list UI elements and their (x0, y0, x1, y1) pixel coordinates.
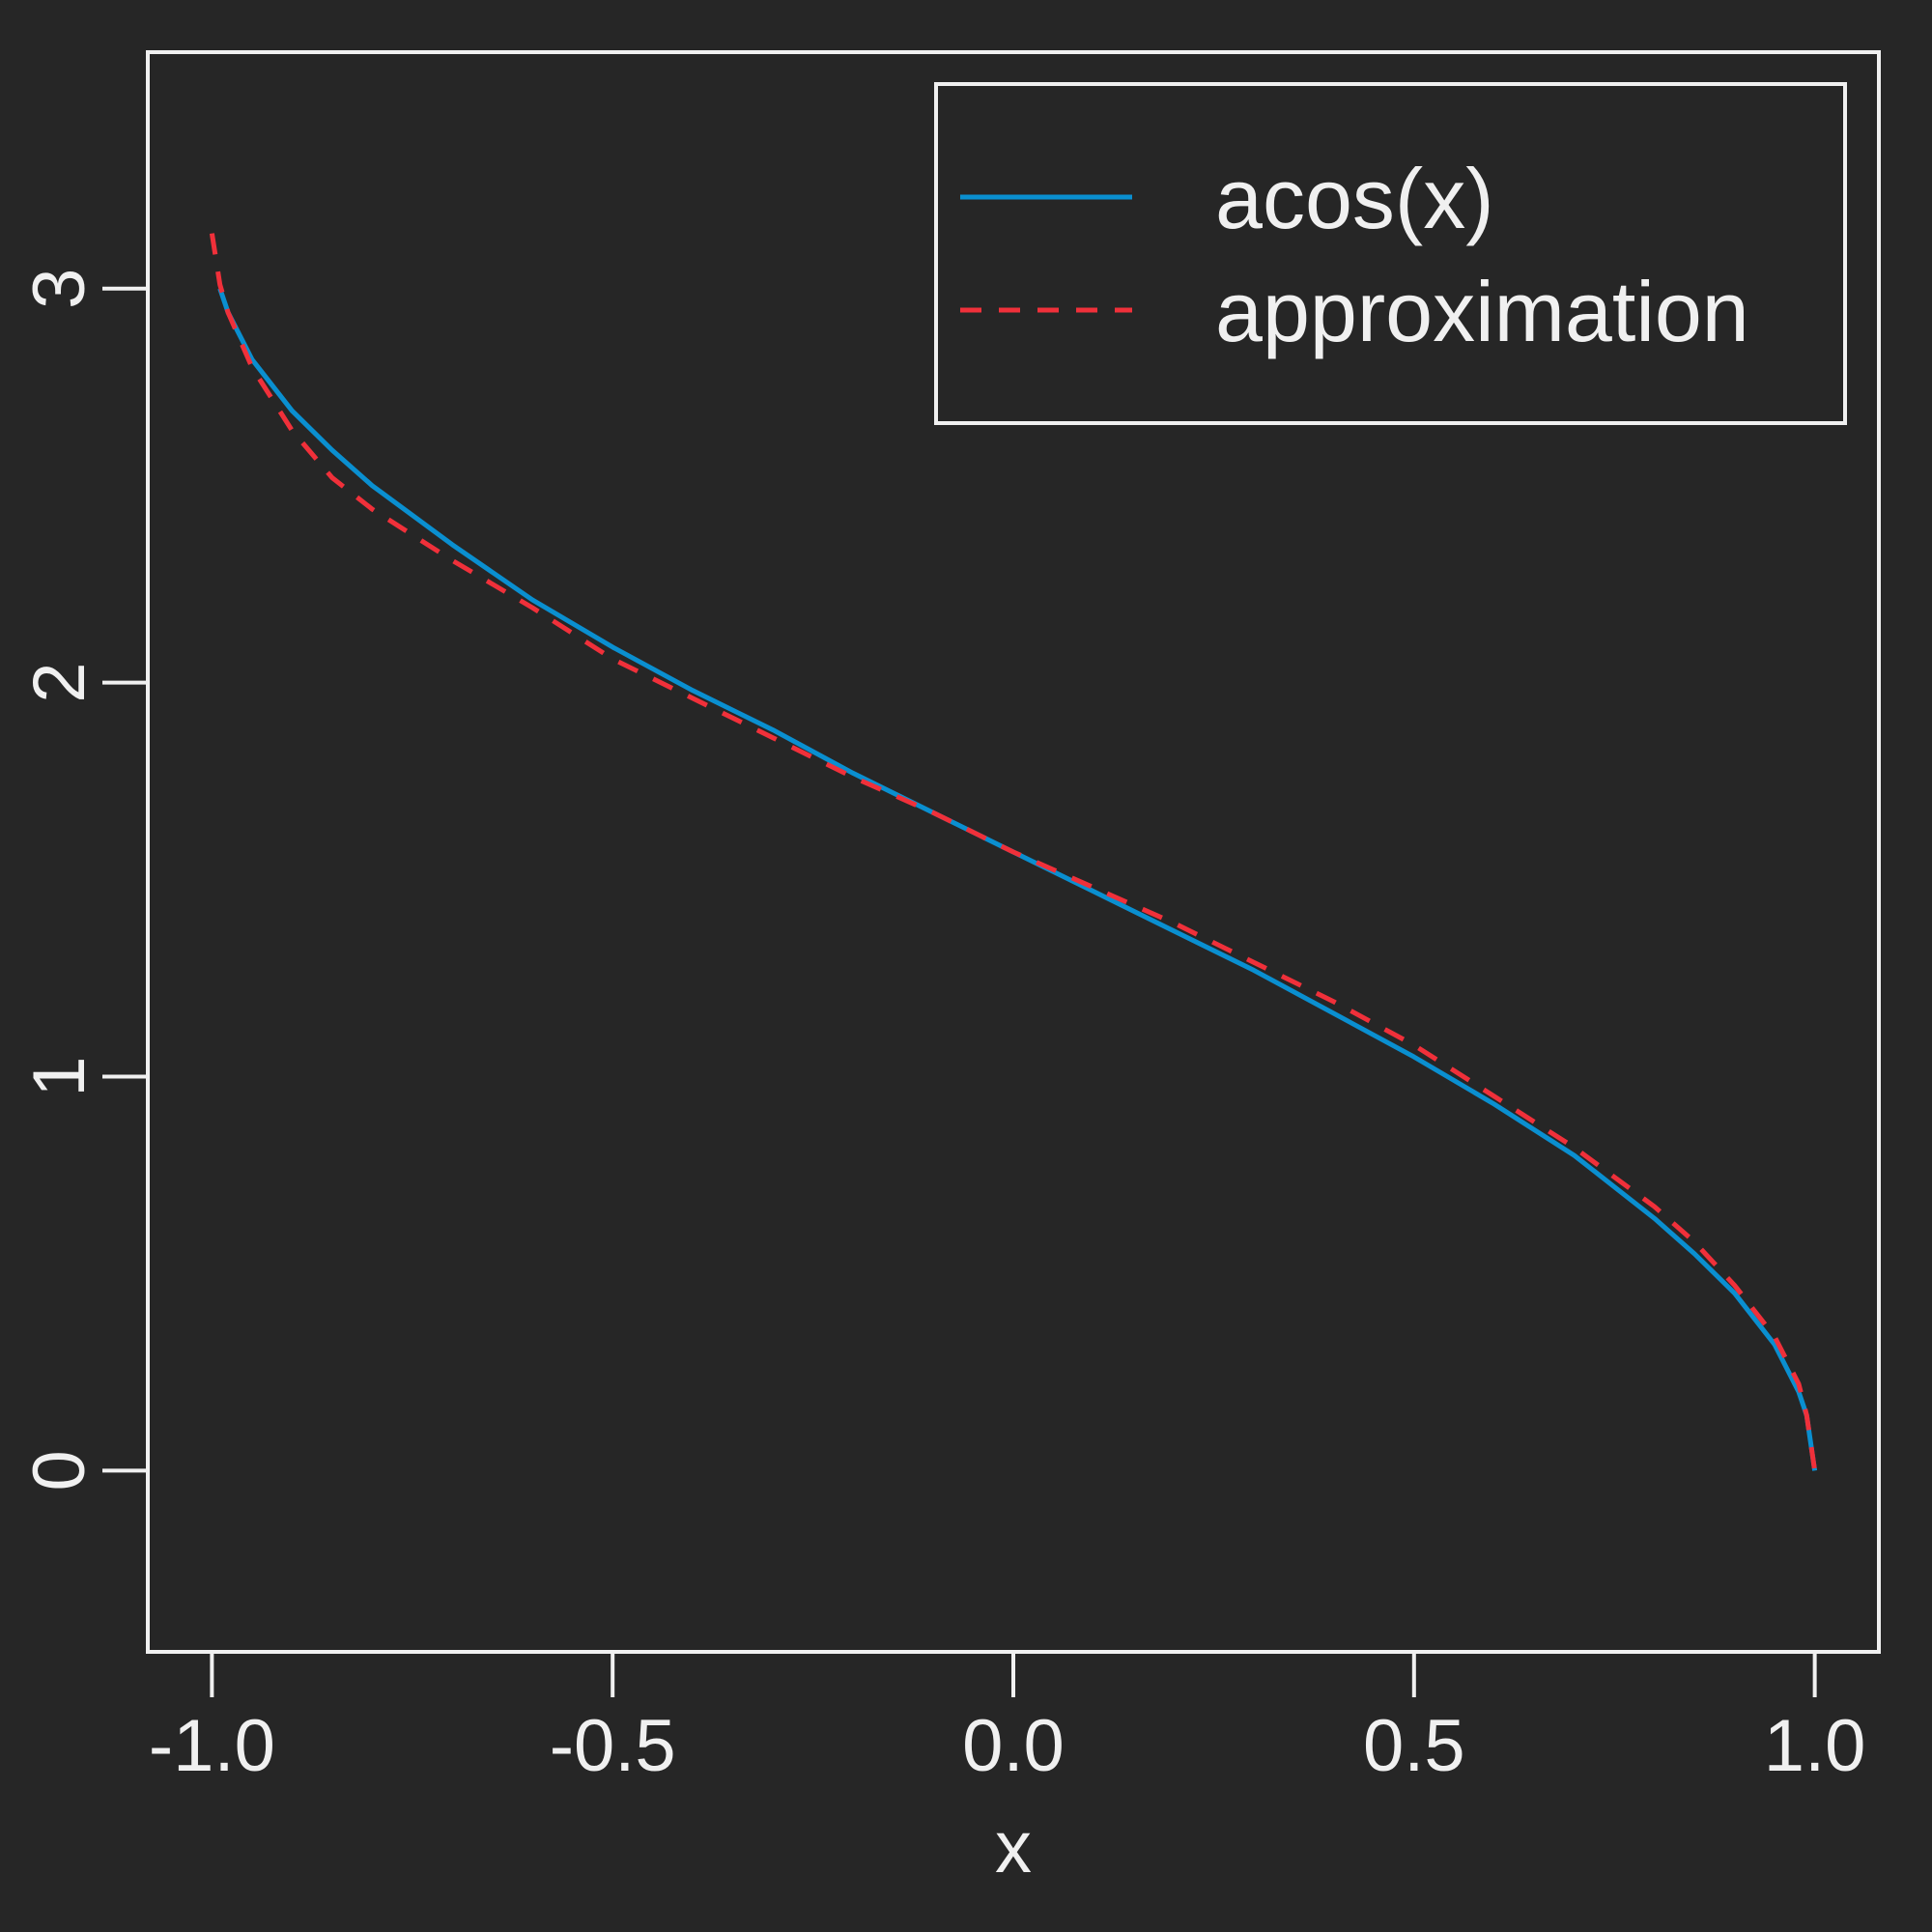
x-tick-label: 1.0 (1764, 1705, 1866, 1787)
y-tick-label: 1 (18, 1056, 100, 1096)
x-tick-label: -1.0 (149, 1705, 275, 1787)
y-tick-label: 0 (18, 1450, 100, 1491)
legend-label-acos: acos(x) (1215, 151, 1494, 246)
y-axis: 0 1 2 3 (18, 269, 150, 1492)
y-tick-label: 3 (18, 269, 100, 309)
y-tick-label: 2 (18, 662, 100, 702)
series-layer (209, 233, 1818, 1471)
x-tick-label: -0.5 (550, 1705, 676, 1787)
x-axis: -1.0 -0.5 0.0 0.5 1.0 (149, 1650, 1866, 1787)
legend: acos(x) approximation (934, 82, 1847, 425)
legend-label-approximation: approximation (1215, 264, 1749, 359)
x-tick-label: 0.5 (1363, 1705, 1465, 1787)
x-axis-label: x (995, 1806, 1032, 1889)
x-tick-label: 0.0 (962, 1705, 1065, 1787)
legend-box (934, 82, 1847, 425)
series-line-approximation (209, 233, 1818, 1471)
